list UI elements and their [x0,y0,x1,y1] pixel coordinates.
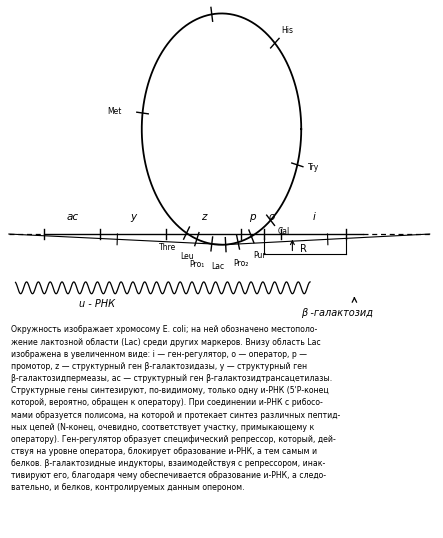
Text: His: His [281,26,293,36]
Text: Pur: Pur [253,251,265,260]
Text: p: p [249,212,256,222]
Text: u - РНК: u - РНК [79,299,116,309]
Text: ac: ac [66,212,78,222]
Text: Pro₁: Pro₁ [190,260,205,269]
Text: R: R [300,244,307,254]
Text: y: y [130,212,136,222]
Text: Cal: Cal [278,227,290,236]
Text: Thre: Thre [159,243,176,252]
Text: Met: Met [107,107,121,116]
Text: o: o [269,212,275,222]
Text: Lac: Lac [212,261,225,271]
Text: Окружность изображает хромосому E. coli; на ней обозначено местополо-
жение лакт: Окружность изображает хромосому E. coli;… [11,325,340,492]
Text: Pro₂: Pro₂ [233,259,248,268]
Text: Try: Try [308,164,319,173]
Text: Leu: Leu [180,252,194,261]
Text: i: i [313,212,316,222]
Text: z: z [201,212,206,222]
Text: β -галактозид: β -галактозид [301,308,373,318]
